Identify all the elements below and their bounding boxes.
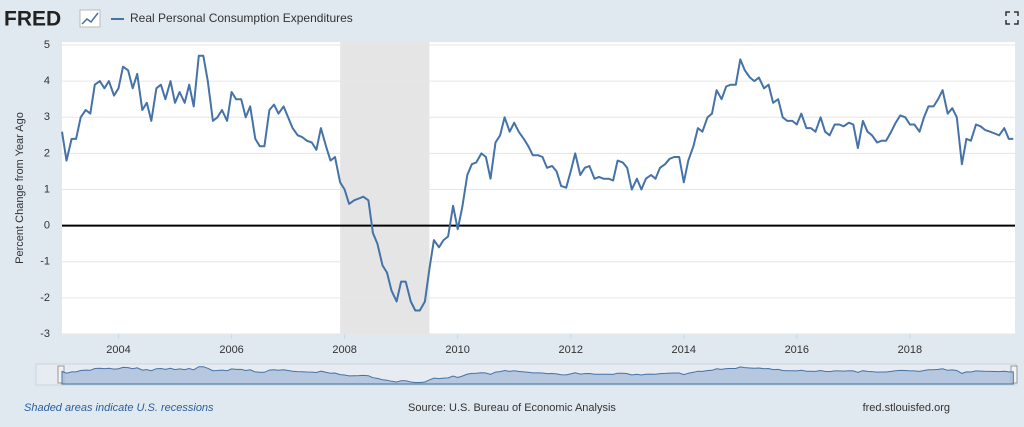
recession-band	[340, 42, 430, 334]
y-tick-label: -3	[40, 328, 50, 340]
source: Source: U.S. Bureau of Economic Analysis	[408, 402, 616, 414]
y-tick-label: 2	[44, 147, 50, 159]
y-tick-label: 5	[44, 39, 50, 51]
series-line	[61, 54, 1014, 312]
x-tick-label: 2012	[558, 344, 582, 356]
logo-icon	[79, 9, 101, 28]
site: fred.stlouisfed.org	[863, 402, 950, 414]
y-tick-label: 4	[44, 75, 50, 87]
y-tick-label: 1	[44, 183, 50, 195]
fullscreen-icon[interactable]	[1005, 11, 1019, 25]
recession-note: Shaded areas indicate U.S. recessions	[24, 402, 214, 414]
x-tick-label: 2014	[672, 344, 696, 356]
logo: FRED	[4, 8, 61, 31]
y-tick-label: 3	[44, 111, 50, 123]
legend-label: Real Personal Consumption Expenditures	[130, 11, 353, 25]
x-tick-label: 2016	[785, 344, 809, 356]
y-tick-label: -2	[40, 292, 50, 304]
x-tick-label: 2018	[898, 344, 922, 356]
navigator-series	[61, 366, 1014, 385]
x-tick-label: 2004	[106, 344, 130, 356]
x-tick-label: 2006	[219, 344, 243, 356]
plot-area	[62, 42, 1015, 334]
y-tick-label: 0	[44, 220, 50, 232]
x-tick-label: 2008	[332, 344, 356, 356]
y-axis-label: Percent Change from Year Ago	[14, 112, 26, 264]
y-tick-label: -1	[40, 256, 50, 268]
x-tick-label: 2010	[445, 344, 469, 356]
